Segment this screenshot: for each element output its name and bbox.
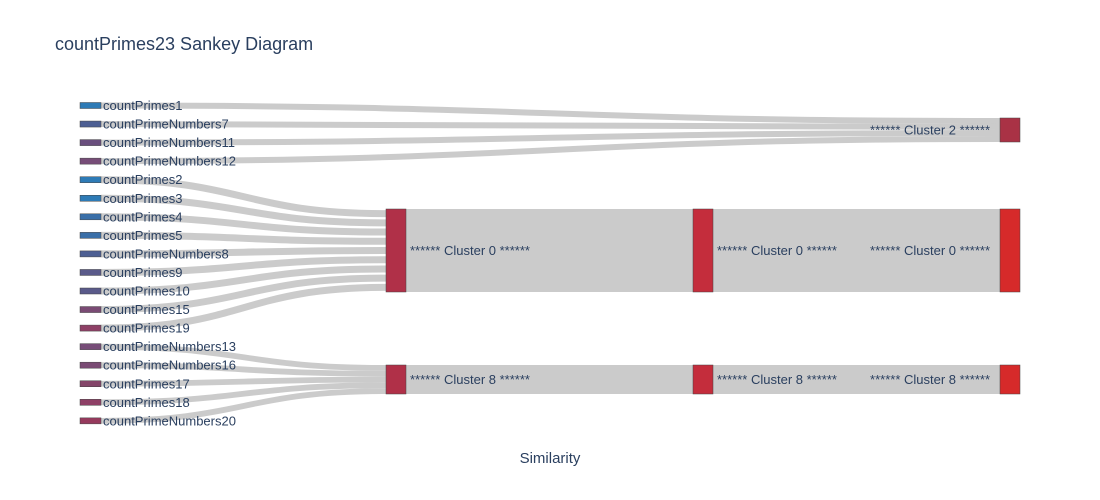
cluster-flow-band bbox=[713, 209, 1000, 292]
cluster-node[interactable] bbox=[999, 117, 1021, 143]
source-node-label: countPrimes18 bbox=[103, 395, 190, 410]
source-node[interactable] bbox=[79, 195, 102, 202]
source-node[interactable] bbox=[79, 380, 102, 387]
source-node[interactable] bbox=[79, 324, 102, 332]
cluster-node[interactable] bbox=[692, 364, 714, 395]
source-node[interactable] bbox=[79, 120, 102, 128]
source-node-label: countPrimes10 bbox=[103, 284, 190, 299]
flow-link bbox=[100, 136, 1001, 165]
source-node[interactable] bbox=[79, 343, 102, 350]
source-node[interactable] bbox=[79, 287, 102, 295]
flow-link bbox=[100, 194, 387, 227]
sankey-nodes bbox=[79, 102, 1021, 425]
sankey-labels: countPrimes1 countPrimeNumbers7 countPrime… bbox=[103, 98, 990, 428]
source-node-label: countPrimeNumbers11 bbox=[103, 135, 235, 150]
flow-link bbox=[100, 376, 387, 387]
flow-link bbox=[100, 231, 387, 245]
cluster-flow-band bbox=[406, 209, 693, 292]
source-node-label: countPrimeNumbers20 bbox=[103, 413, 236, 428]
flow-link bbox=[100, 382, 387, 406]
flow-link bbox=[100, 274, 387, 314]
source-node-label: countPrimes15 bbox=[103, 302, 190, 317]
flow-link bbox=[100, 388, 387, 424]
source-node[interactable] bbox=[79, 399, 102, 406]
source-node-label: countPrimeNumbers16 bbox=[103, 358, 236, 373]
cluster-node[interactable] bbox=[692, 208, 714, 293]
source-node[interactable] bbox=[79, 213, 102, 221]
source-node[interactable] bbox=[79, 232, 102, 239]
source-node[interactable] bbox=[79, 102, 102, 109]
flow-link bbox=[100, 283, 387, 332]
cluster-node-label: ****** Cluster 8 ****** bbox=[410, 372, 530, 387]
source-node-label: countPrimeNumbers7 bbox=[103, 117, 229, 132]
source-node-label: countPrimes3 bbox=[103, 191, 182, 206]
cluster-node-label: ****** Cluster 8 ****** bbox=[717, 372, 837, 387]
flow-link bbox=[100, 130, 1001, 146]
flow-link bbox=[100, 121, 1001, 130]
source-node-label: countPrimeNumbers12 bbox=[103, 154, 236, 169]
source-node-label: countPrimes19 bbox=[103, 321, 190, 336]
source-node[interactable] bbox=[79, 157, 102, 165]
cluster-node[interactable] bbox=[999, 364, 1021, 395]
cluster-node[interactable] bbox=[385, 208, 407, 293]
source-node[interactable] bbox=[79, 176, 102, 183]
source-node-label: countPrimes4 bbox=[103, 209, 182, 224]
source-node[interactable] bbox=[79, 417, 102, 425]
source-node[interactable] bbox=[79, 269, 102, 276]
chart-title: countPrimes23 Sankey Diagram bbox=[55, 34, 313, 54]
cluster-node-label: ****** Cluster 0 ****** bbox=[870, 243, 990, 258]
flow-link bbox=[100, 362, 387, 377]
flow-link bbox=[100, 265, 387, 295]
cluster-node[interactable] bbox=[385, 364, 407, 395]
cluster-node-label: ****** Cluster 2 ****** bbox=[870, 123, 990, 138]
flow-link bbox=[100, 256, 387, 276]
flow-link bbox=[100, 176, 387, 218]
source-node[interactable] bbox=[79, 139, 102, 146]
source-node-label: countPrimes5 bbox=[103, 228, 182, 243]
cluster-flow-band bbox=[713, 365, 1000, 394]
x-axis-label: Similarity bbox=[520, 450, 581, 467]
cluster-node[interactable] bbox=[999, 208, 1021, 293]
flow-link bbox=[100, 102, 1001, 124]
source-node-label: countPrimeNumbers8 bbox=[103, 246, 229, 261]
source-node[interactable] bbox=[79, 306, 102, 313]
flow-link bbox=[100, 247, 387, 258]
source-node-label: countPrimes9 bbox=[103, 265, 182, 280]
cluster-node-label: ****** Cluster 0 ****** bbox=[717, 243, 837, 258]
source-node-label: countPrimes17 bbox=[103, 376, 190, 391]
flow-link bbox=[100, 343, 387, 371]
cluster-node-label: ****** Cluster 8 ****** bbox=[870, 372, 990, 387]
source-node-label: countPrimeNumbers13 bbox=[103, 339, 236, 354]
cluster-flow-band bbox=[406, 365, 693, 394]
source-node-label: countPrimes1 bbox=[103, 98, 182, 113]
sankey-links bbox=[100, 102, 1001, 424]
source-node[interactable] bbox=[79, 250, 102, 258]
cluster-node-label: ****** Cluster 0 ****** bbox=[410, 243, 530, 258]
source-node-label: countPrimes2 bbox=[103, 172, 182, 187]
flow-link bbox=[100, 213, 387, 236]
source-node[interactable] bbox=[79, 361, 102, 369]
